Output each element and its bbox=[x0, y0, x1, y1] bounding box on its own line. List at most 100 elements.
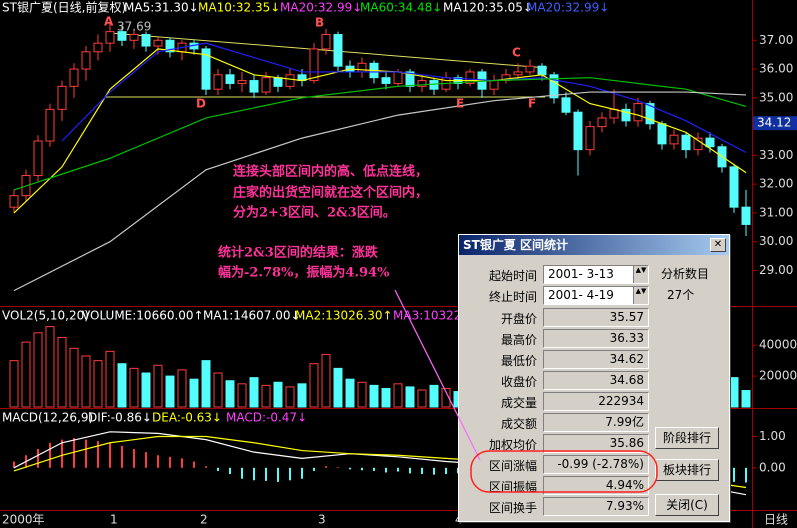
volume-bar bbox=[249, 377, 259, 408]
field-label: 终止时间 bbox=[488, 290, 537, 304]
candle-body bbox=[597, 117, 607, 128]
volume-bar bbox=[729, 377, 739, 408]
time-label: 1 bbox=[110, 513, 118, 527]
candle-body bbox=[633, 103, 643, 122]
volume-bar bbox=[177, 369, 187, 408]
candle-body bbox=[585, 126, 595, 151]
button[interactable]: 阶段排行 bbox=[655, 427, 719, 449]
ma-line bbox=[61, 42, 747, 154]
candle-body bbox=[357, 62, 367, 73]
field-value: 7.99亿 bbox=[543, 413, 649, 432]
field-value: 35.57 bbox=[543, 308, 649, 327]
last-price-label: 34.12 bbox=[757, 116, 791, 130]
ma-line bbox=[13, 91, 747, 292]
volume-bar bbox=[45, 326, 55, 408]
field-value: 222934 bbox=[543, 392, 649, 411]
marker: D bbox=[196, 97, 206, 111]
field-label: 区间振幅 bbox=[488, 480, 537, 494]
candle-body bbox=[681, 134, 691, 151]
volume-bar bbox=[441, 387, 451, 408]
field-value: -0.99 (-2.78%) bbox=[543, 455, 649, 474]
volume-bar bbox=[357, 381, 367, 408]
count-label: 分析数目 bbox=[661, 267, 710, 281]
candle-body bbox=[489, 80, 499, 90]
high-label: 37.69 bbox=[117, 20, 151, 34]
candle-body bbox=[141, 34, 151, 47]
candle-body bbox=[213, 74, 223, 90]
volume-bar bbox=[405, 386, 415, 408]
close-icon[interactable]: ✕ bbox=[710, 238, 726, 252]
field-label: 区间涨幅 bbox=[488, 459, 537, 473]
volume-bar bbox=[213, 372, 223, 408]
field-label: 成交量 bbox=[500, 396, 537, 410]
volume-bar bbox=[129, 367, 139, 408]
y-tick-label: 30.00 bbox=[759, 234, 793, 248]
legend-item: MA2:13026.30↑ bbox=[295, 309, 393, 323]
candle-body bbox=[249, 80, 259, 93]
spinner[interactable]: ▲▼ bbox=[633, 266, 648, 283]
ma-line bbox=[13, 48, 747, 214]
volume-bar bbox=[369, 384, 379, 408]
candle-body bbox=[573, 111, 583, 151]
candle-body bbox=[273, 77, 283, 87]
candle-body bbox=[321, 34, 331, 50]
volume-bar bbox=[345, 378, 355, 408]
volume-bar bbox=[201, 360, 211, 408]
candle-body bbox=[201, 48, 211, 90]
y-tick-label: 0.00 bbox=[759, 460, 786, 474]
volume-bar bbox=[81, 355, 91, 408]
candle-body bbox=[549, 74, 559, 99]
button[interactable]: 板块排行 bbox=[655, 459, 719, 481]
spinner[interactable]: ▲▼ bbox=[633, 287, 648, 304]
time-label: 2 bbox=[200, 513, 208, 527]
legend-item: MA20:32.99↓ bbox=[280, 1, 362, 15]
candle-body bbox=[225, 74, 235, 84]
trend-lines bbox=[105, 32, 548, 98]
date-input[interactable]: 2001- 4-19 ▲▼ bbox=[543, 286, 649, 305]
legend-title: MACD(12,26,9) bbox=[2, 411, 93, 425]
ma-line bbox=[13, 77, 747, 191]
legend-item: DEA:-0.63↓ bbox=[152, 411, 222, 425]
candle-body bbox=[465, 71, 475, 84]
field-label: 最高价 bbox=[500, 333, 537, 347]
volume-bar bbox=[9, 360, 19, 408]
volume-bar bbox=[261, 384, 271, 408]
field-label: 加权均价 bbox=[488, 438, 537, 452]
volume-bar bbox=[21, 341, 31, 408]
y-tick-label: 36.00 bbox=[759, 62, 793, 76]
annotation: 分为2+3区间、2&3区间。 bbox=[233, 205, 396, 221]
volume-bar bbox=[333, 367, 343, 408]
button[interactable]: 关闭(C) bbox=[655, 494, 719, 516]
candle-body bbox=[741, 206, 751, 225]
dialog-title: ST银广夏 区间统计 bbox=[463, 238, 569, 252]
date-input[interactable]: 2001- 3-13 ▲▼ bbox=[543, 265, 649, 284]
candle-body bbox=[669, 134, 679, 145]
field-label: 起始时间 bbox=[488, 269, 537, 283]
volume-bar bbox=[153, 364, 163, 408]
volume-bar bbox=[741, 390, 751, 408]
candle-body bbox=[381, 77, 391, 84]
candle-body bbox=[513, 71, 523, 76]
legend-title: VOL2(5,10,20) bbox=[2, 309, 89, 323]
candle-body bbox=[261, 77, 271, 93]
candle-body bbox=[57, 85, 67, 110]
volume-bar bbox=[57, 336, 67, 408]
marker: E bbox=[456, 97, 464, 111]
candle-body bbox=[693, 137, 703, 151]
candle-body bbox=[705, 137, 715, 148]
volume-bar bbox=[165, 375, 175, 408]
candle-body bbox=[405, 71, 415, 87]
volume-bar bbox=[141, 372, 151, 408]
field-value: 34.68 bbox=[543, 371, 649, 390]
annotation: 连接头部区间内的高、低点连线， bbox=[233, 164, 428, 180]
last-price-box bbox=[753, 116, 797, 131]
y-tick-label: 40000 bbox=[759, 338, 797, 352]
field-value: 35.86 bbox=[543, 434, 649, 453]
legend-title: ST银广夏(日线,前复权) bbox=[2, 0, 126, 15]
legend-item: MA10:32.35↓ bbox=[198, 1, 280, 15]
candle-body bbox=[153, 39, 163, 47]
field-value: 4.94% bbox=[543, 476, 649, 495]
volume-bar bbox=[117, 363, 127, 408]
volume-bar bbox=[321, 353, 331, 408]
